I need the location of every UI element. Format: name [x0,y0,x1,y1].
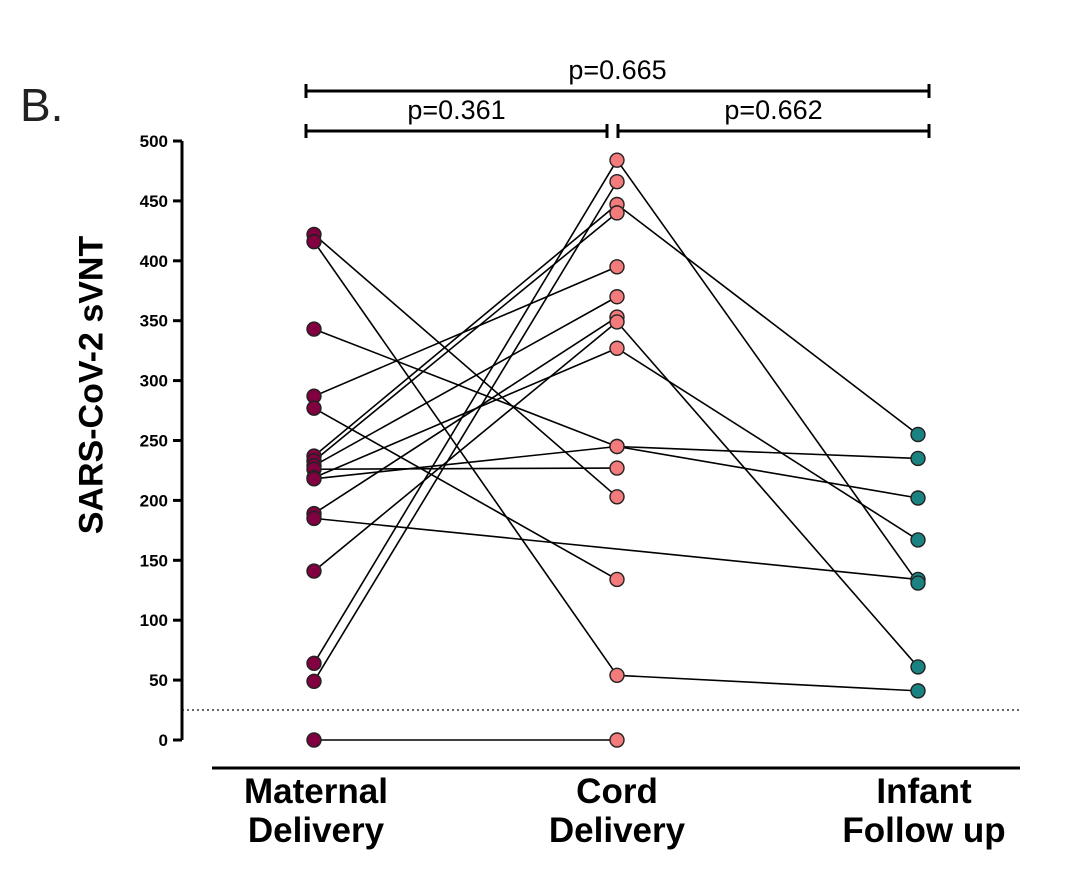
pair-line [313,517,919,581]
pair-line [313,241,618,676]
pair-line [616,159,919,584]
category-label-cord-delivery: Cord Delivery [467,772,767,850]
cord-point [609,667,625,684]
pair-line [616,674,919,692]
infant-point [910,450,926,467]
p-value-label: p=0.361 [407,95,505,125]
cord-point [609,174,625,190]
cord-point [609,289,625,305]
category-label-line: Cord [576,772,658,811]
category-label-line: Delivery [548,811,686,850]
y-axis: 0 50 100 150 200 250 300 350 400 450 500 [140,132,184,750]
pair-line [313,467,618,471]
p-value-label: p=0.665 [568,55,666,85]
y-tick-label: 500 [140,132,168,151]
infant-point [910,490,926,506]
maternal-point [306,471,322,487]
maternal-point [306,563,322,579]
maternal-point [306,321,322,337]
pair-line [313,233,618,498]
category-label-infant-follow-up: Infant Follow up [774,772,1074,850]
maternal-point [306,655,322,672]
maternal-point [306,732,322,748]
y-tick-label: 150 [140,551,168,570]
y-tick-label: 400 [140,252,168,271]
infant-point [910,426,926,443]
cord-point [609,314,625,330]
pair-lines [313,159,919,741]
panel-label: B. [20,79,64,131]
cord-point [609,340,625,356]
pair-line [313,445,618,480]
y-tick-label: 300 [140,372,168,391]
infant-point [910,683,926,699]
category-label-line: Delivery [247,811,385,850]
pair-line [313,181,618,682]
category-label-line: Follow up [842,811,1006,850]
maternal-point [306,233,322,250]
maternal-point [306,400,322,416]
pair-line [313,407,618,581]
cord-point [609,571,625,588]
pair-line [313,316,618,515]
pair-line [616,321,919,668]
pair-line [313,203,618,457]
infant-point [910,659,926,675]
cord-point [609,489,625,505]
cord-point [609,732,625,748]
y-tick-label: 0 [159,731,168,750]
pair-line [313,159,618,664]
pair-line [616,445,919,460]
y-tick-label: 450 [140,192,168,211]
maternal-point [306,510,322,527]
pair-line [616,347,919,541]
y-tick-label: 350 [140,312,168,331]
category-label-maternal-delivery: Maternal Delivery [166,772,466,850]
pair-line [313,266,618,397]
pair-line [313,328,618,448]
pair-line [313,212,618,462]
category-label-line: Maternal [244,772,388,811]
y-tick-label: 100 [140,611,168,630]
comparison-brackets: p=0.361 p=0.662 p=0.665 [304,55,931,138]
y-tick-label: 200 [140,491,168,510]
cord-point [609,205,625,221]
p-value-label: p=0.662 [724,95,822,125]
y-tick-label: 50 [149,671,168,690]
infant-point [910,575,926,591]
cord-point [609,259,625,275]
pair-line [616,445,919,499]
maternal-point [306,673,322,689]
infant-point [910,532,926,548]
data-points [306,152,926,748]
category-label-line: Infant [876,772,972,811]
pair-line [616,203,919,436]
y-tick-label: 250 [140,432,168,451]
cord-point [609,438,625,455]
pair-line [313,296,618,467]
pair-line [313,321,618,572]
cord-point [609,460,625,476]
cord-point [609,152,625,168]
